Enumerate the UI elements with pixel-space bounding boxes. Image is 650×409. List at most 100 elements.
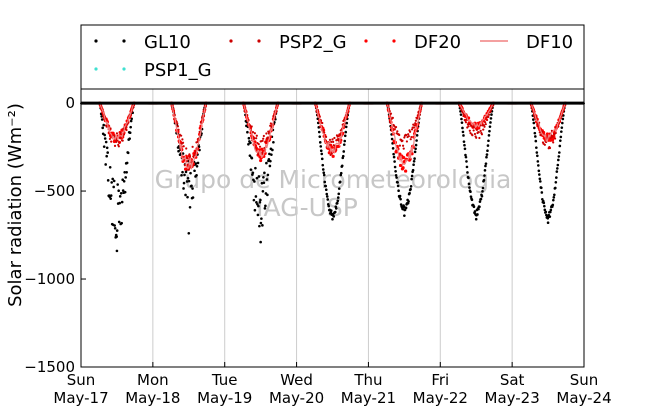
gl10-point-min [259,240,262,244]
legend-marker-gl10-a [94,39,98,43]
gl10-point [539,180,542,183]
gl10-point [182,187,185,190]
gl10-point [317,130,321,134]
gl10-point [540,191,544,194]
gl10-point [181,152,185,155]
psp2-g-point [181,138,184,141]
psp2-g-point [484,121,487,124]
data-layer [80,101,585,253]
gl10-point [246,130,249,134]
gl10-point [391,147,395,150]
gl10-point [536,160,540,163]
gl10-point [327,204,331,208]
gl10-point [393,165,397,169]
gl10-point [561,121,564,125]
gl10-point [549,208,553,212]
gl10-point [256,213,260,217]
psp2-g-point [487,115,490,119]
gl10-point [548,215,552,218]
gl10-point-min [115,249,119,253]
psp2-g-point [328,138,332,141]
gl10-point [321,163,325,167]
gl10-point [483,174,486,177]
legend-entry-df10: DF10 [480,32,573,53]
psp2-g-point [187,168,190,171]
psp2-g-point [333,136,336,140]
gl10-point [557,158,560,162]
series-df20-day-1 [169,101,208,171]
legend-label-gl10: GL10 [144,32,191,53]
gl10-point [268,152,271,156]
gl10-point [326,198,330,201]
gl10-point [272,140,275,144]
gl10-point [465,165,469,169]
psp2-g-point [393,128,396,131]
psp2-g-point [115,132,119,135]
x-tick-label-date-1: May-18 [125,389,180,407]
gl10-point [118,201,121,205]
gl10-point [184,170,188,174]
gl10-point [464,153,467,157]
legend-label-df10: DF10 [526,32,573,53]
gl10-point [117,220,121,224]
gl10-point [534,139,538,143]
gl10-point [258,224,261,228]
psp2-g-point [113,144,117,148]
legend-entry-df20: DF20 [364,32,461,53]
psp2-g-point [405,133,408,137]
psp2-g-point [410,128,414,131]
x-tick-label-day-4: Thu [353,371,382,389]
gl10-point [339,171,343,175]
gl10-point [270,153,273,156]
psp2-g-point [121,139,124,142]
psp2-g-point [185,147,188,150]
gl10-point [345,121,349,125]
gl10-point [484,164,487,168]
gl10-point [559,139,562,142]
gl10-point [413,150,417,154]
gl10-point [318,135,322,138]
gl10-point [461,126,464,130]
psp2-g-point [479,129,482,132]
psp2-g-point [414,122,417,125]
psp2-g-point [482,128,485,131]
psp2-g-point [176,125,180,128]
series-df10-line [84,102,581,170]
gl10-point [396,184,400,188]
watermark-line-1: Grupo de Micrometeorologia [155,165,512,194]
gl10-point [115,229,119,232]
gl10-point-min [474,217,478,221]
x-axis: SunMay-17MonMay-18TueMay-19WedMay-20ThuM… [53,362,612,407]
gl10-point [484,162,488,165]
psp2-g-point [325,135,328,139]
gl10-point [397,189,400,192]
gl10-point [480,194,484,198]
psp2-g-point [122,133,126,136]
gl10-point [261,224,264,227]
legend-marker-psp1-g-a [94,67,98,71]
gl10-point [470,198,474,202]
gl10-point [390,137,394,141]
gl10-point [394,174,398,177]
psp2-g-point [250,125,253,128]
gl10-point [253,208,257,212]
gl10-point [262,175,265,179]
gl10-point [558,144,562,148]
legend-entry-psp2-g: PSP2_G [229,32,347,53]
gl10-point [265,161,268,165]
gl10-point [253,180,256,183]
psp2-g-point [391,116,394,119]
psp2-g-point [188,153,191,156]
gl10-point [257,204,260,208]
gl10-point [486,149,489,153]
gl10-point [102,145,106,148]
gl10-point [194,162,198,165]
gl10-point [105,146,109,150]
psp2-g-point [389,112,393,115]
gl10-point [124,176,127,179]
gl10-point [553,193,556,197]
gl10-point [487,139,490,143]
psp2-g-point [186,157,189,160]
x-tick-label-day-5: Fri [431,371,449,389]
gl10-point [469,190,472,194]
